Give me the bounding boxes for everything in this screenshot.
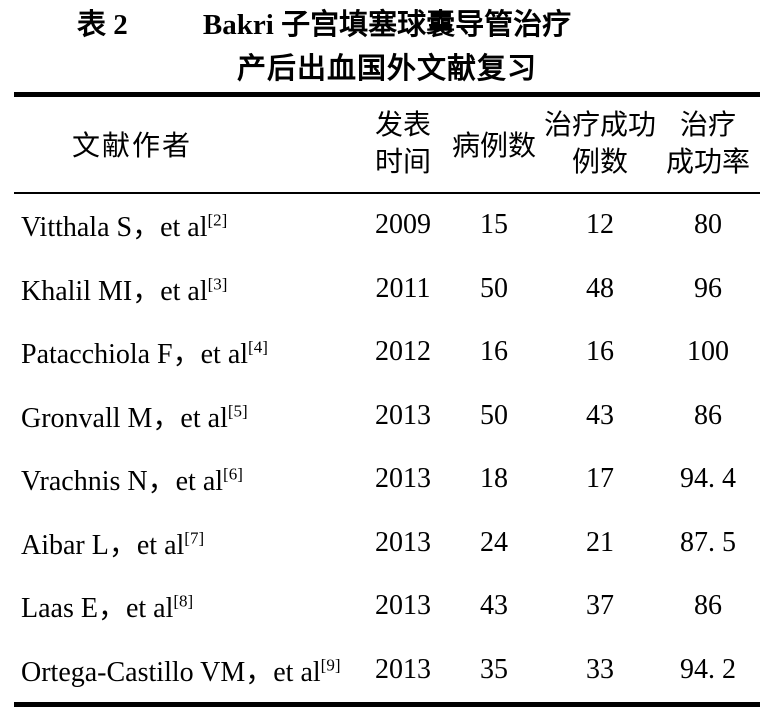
success-cell: 33 (586, 653, 614, 685)
column-header-rate: 治疗 成功率 (656, 95, 760, 193)
success-cell: 48 (586, 272, 614, 304)
table-row: Khalil MI，et al[3] 2011 50 48 96 (14, 257, 760, 321)
rate-cell: 80 (694, 209, 722, 241)
year-cell: 2012 (375, 336, 431, 368)
cases-cell: 43 (480, 590, 508, 622)
cases-cell: 50 (480, 272, 508, 304)
column-header-rate-line2: 成功率 (665, 147, 750, 179)
rate-cell: 96 (694, 272, 722, 304)
table-title-line2: 产后出血国外文献复习 (236, 53, 537, 85)
table-row: Aibar L，et al[7] 2013 24 21 87. 5 (14, 511, 760, 575)
column-header-success-line2: 例数 (571, 147, 628, 179)
column-header-year-line2: 时间 (374, 147, 431, 179)
literature-review-table: 文献作者 发表 时间 病例数 治疗成功 例数 治疗 成功率 Vitthala S… (14, 92, 760, 707)
table-title-block: 表 2 Bakri 子宫填塞球囊导管治疗 产后出血国外文献复习 (0, 0, 774, 88)
table-row: Gronvall M，et al[5] 2013 50 43 86 (14, 384, 760, 448)
header-row: 文献作者 发表 时间 病例数 治疗成功 例数 治疗 成功率 (14, 95, 760, 193)
author-cell: Patacchiola F，et al[4] (14, 321, 362, 385)
reference-superscript: [4] (248, 337, 268, 357)
reference-superscript: [6] (223, 464, 243, 484)
year-cell: 2011 (375, 272, 431, 304)
table-row: Vitthala S，et al[2] 2009 15 12 80 (14, 193, 760, 258)
column-header-year-line1: 发表 (374, 110, 431, 142)
author-cell: Vrachnis N，et al[6] (14, 448, 362, 512)
author-cell: Ortega-Castillo VM，et al[9] (14, 638, 362, 704)
success-cell: 43 (586, 399, 614, 431)
cases-cell: 16 (480, 336, 508, 368)
author-text: Patacchiola F，et al (21, 339, 249, 371)
cases-cell: 50 (480, 399, 508, 431)
success-cell: 17 (586, 463, 614, 495)
table-row: Patacchiola F，et al[4] 2012 16 16 100 (14, 321, 760, 385)
column-header-cases: 病例数 (451, 131, 536, 163)
column-header-author: 文献作者 (71, 131, 192, 163)
success-cell: 12 (586, 209, 614, 241)
success-cell: 37 (586, 590, 614, 622)
author-text: Vrachnis N，et al (21, 466, 224, 498)
cases-cell: 18 (480, 463, 508, 495)
success-cell: 16 (586, 336, 614, 368)
year-cell: 2013 (375, 399, 431, 431)
year-cell: 2013 (375, 526, 431, 558)
author-text: Laas E，et al (21, 593, 174, 625)
year-cell: 2013 (375, 463, 431, 495)
rate-cell: 87. 5 (680, 526, 736, 558)
rate-cell: 94. 4 (680, 463, 736, 495)
column-header-success: 治疗成功 例数 (544, 95, 656, 193)
rate-cell: 100 (687, 336, 729, 368)
reference-superscript: [3] (207, 274, 228, 294)
cases-cell: 24 (480, 526, 508, 558)
rate-cell: 86 (694, 399, 722, 431)
table-row: Ortega-Castillo VM，et al[9] 2013 35 33 9… (14, 638, 760, 704)
table-title-line1: 表 2 Bakri 子宫填塞球囊导管治疗 (0, 5, 774, 45)
table-row: Laas E，et al[8] 2013 43 37 86 (14, 575, 760, 639)
author-text: Gronvall M，et al (21, 402, 228, 434)
cases-cell: 15 (480, 209, 508, 241)
cases-cell: 35 (480, 653, 508, 685)
table-number-label: 表 2 (77, 9, 128, 41)
table-row: Vrachnis N，et al[6] 2013 18 17 94. 4 (14, 448, 760, 512)
column-header-success-line1: 治疗成功 (544, 110, 657, 142)
column-header-year: 发表 时间 (362, 95, 444, 193)
reference-superscript: [9] (320, 655, 341, 675)
reference-superscript: [7] (184, 528, 205, 548)
author-text: Aibar L，et al (21, 529, 185, 561)
reference-superscript: [8] (173, 591, 194, 611)
author-text: Khalil MI，et al (21, 275, 208, 307)
year-cell: 2013 (375, 590, 431, 622)
year-cell: 2013 (375, 653, 431, 685)
author-cell: Vitthala S，et al[2] (14, 193, 362, 258)
rate-cell: 86 (694, 590, 722, 622)
reference-superscript: [2] (207, 210, 228, 230)
author-cell: Aibar L，et al[7] (14, 511, 362, 575)
author-text: Vitthala S，et al (21, 212, 208, 244)
author-cell: Khalil MI，et al[3] (14, 257, 362, 321)
author-text: Ortega-Castillo VM，et al (21, 656, 321, 688)
column-header-rate-line1: 治疗 (679, 110, 736, 142)
reference-superscript: [5] (227, 401, 248, 421)
rate-cell: 94. 2 (680, 653, 736, 685)
year-cell: 2009 (375, 209, 431, 241)
success-cell: 21 (586, 526, 614, 558)
author-cell: Gronvall M，et al[5] (14, 384, 362, 448)
table-title-text: Bakri 子宫填塞球囊导管治疗 (202, 9, 572, 41)
table-header: 文献作者 发表 时间 病例数 治疗成功 例数 治疗 成功率 (14, 95, 760, 193)
table-body: Vitthala S，et al[2] 2009 15 12 80 Khalil… (14, 193, 760, 705)
author-cell: Laas E，et al[8] (14, 575, 362, 639)
